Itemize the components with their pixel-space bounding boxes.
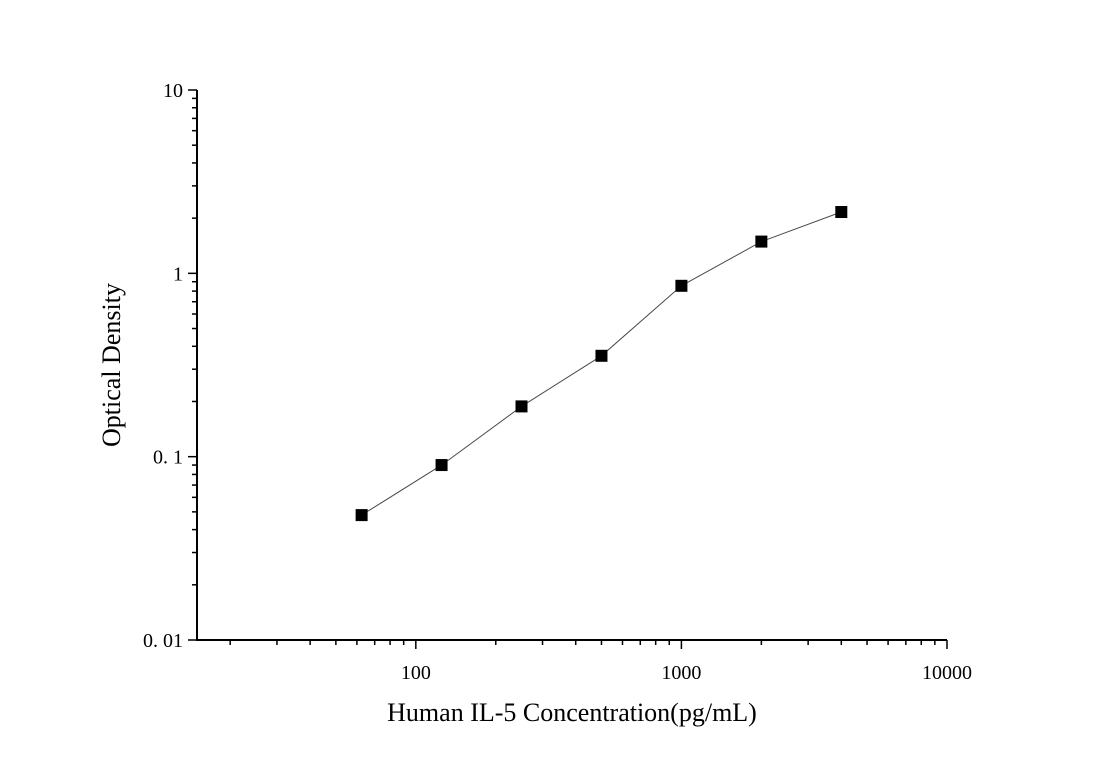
- series-curve: [361, 211, 842, 516]
- ticks: [188, 89, 948, 649]
- data-point: [355, 509, 368, 522]
- y-tick-label: 0. 1: [153, 447, 183, 469]
- y-axis-title: Optical Density: [97, 283, 126, 447]
- x-tick-label: 10000: [922, 662, 972, 684]
- data-point: [515, 400, 528, 413]
- y-tick-label: 0. 01: [143, 630, 183, 652]
- data-points: [355, 206, 848, 522]
- x-tick-label: 100: [401, 662, 431, 684]
- y-tick-label: 1: [173, 263, 183, 285]
- x-axis-title: Human IL-5 Concentration(pg/mL): [387, 698, 757, 727]
- data-point: [835, 206, 848, 219]
- axes: [196, 90, 947, 641]
- y-tick-label: 10: [163, 80, 183, 102]
- tick-labels: 100 1000 10000 0. 01 0. 1 1 10: [143, 80, 972, 684]
- data-point: [755, 235, 768, 248]
- x-tick-label: 1000: [661, 662, 701, 684]
- data-point: [435, 459, 448, 472]
- data-point: [675, 279, 688, 292]
- data-point: [595, 349, 608, 362]
- series-line: [361, 211, 842, 516]
